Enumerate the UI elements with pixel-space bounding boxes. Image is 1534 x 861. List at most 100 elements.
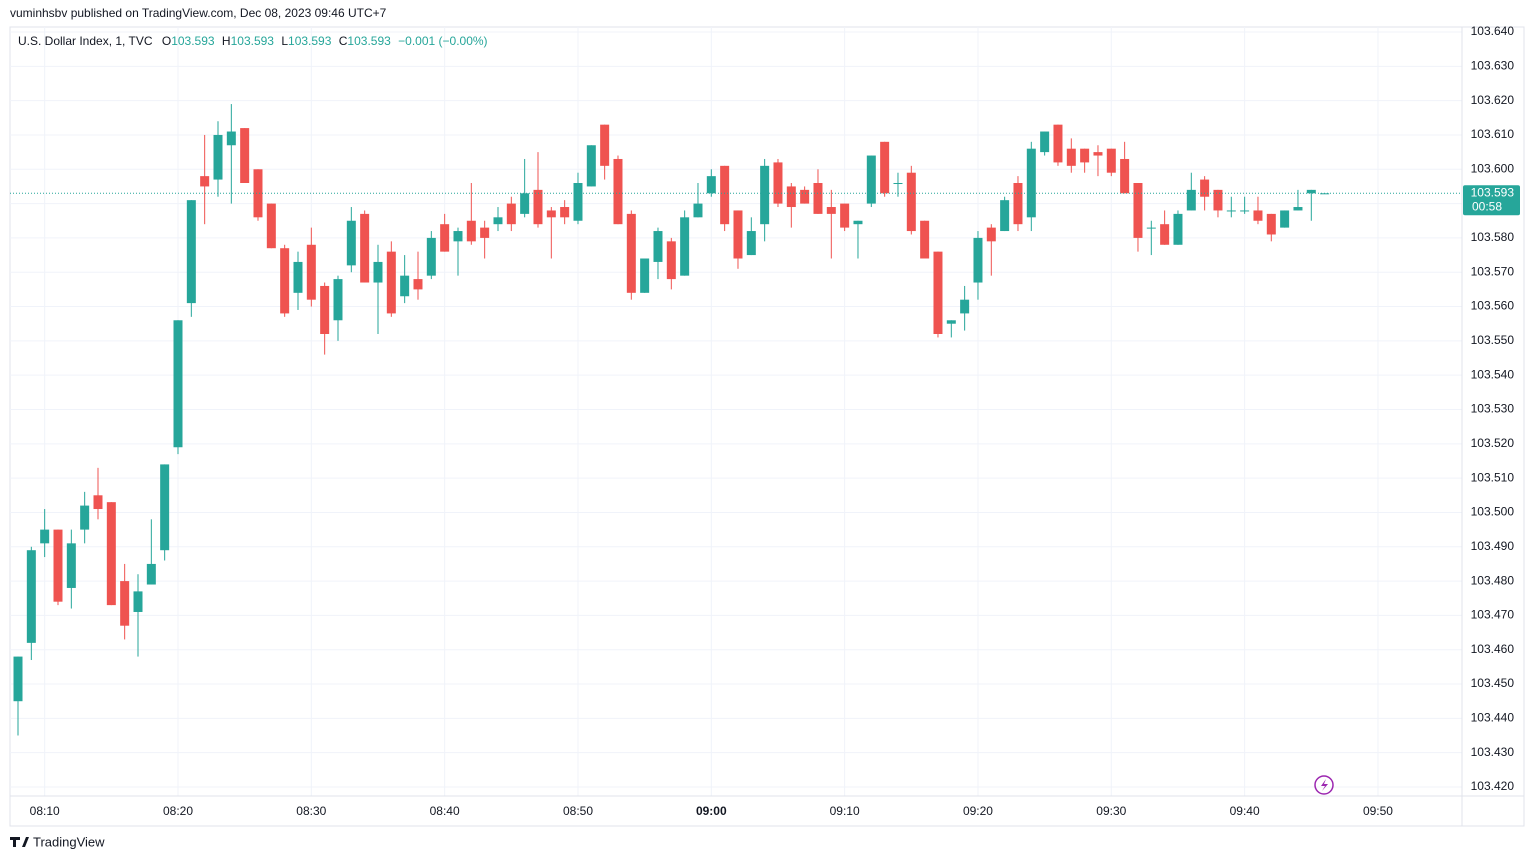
candle-body [13, 656, 23, 702]
legend-key: O [162, 34, 171, 48]
candle-body [66, 543, 76, 588]
x-tick-label: 09:30 [1096, 804, 1126, 818]
last-price-label: 103.593 [1471, 185, 1515, 199]
candle-body [306, 244, 316, 300]
y-tick-label: 103.640 [1471, 24, 1515, 38]
y-tick-label: 103.540 [1471, 367, 1515, 381]
candle-body [520, 193, 530, 214]
candle-body [586, 145, 596, 187]
candle-body [1080, 148, 1090, 163]
tradingview-logo[interactable]: TradingView [10, 834, 105, 849]
candle-body [613, 158, 623, 225]
legend-value: 103.593 [347, 34, 391, 48]
candle-body [760, 165, 770, 225]
candle-body [640, 258, 650, 293]
y-tick-label: 103.600 [1471, 161, 1515, 175]
candle-body [960, 299, 970, 314]
lightning-icon[interactable] [1314, 775, 1334, 795]
y-tick-label: 103.580 [1471, 230, 1515, 244]
legend-key: C [339, 34, 348, 48]
candle-body [493, 217, 503, 225]
candles [10, 104, 1462, 736]
candle-body [1066, 148, 1076, 166]
candle-body [426, 237, 436, 276]
legend: U.S. Dollar Index, 1, TVC O103.593 H103.… [18, 34, 488, 48]
candle-body [920, 220, 930, 259]
candle-body [1093, 152, 1103, 156]
candle-body [453, 231, 463, 242]
candle-body [1013, 183, 1023, 225]
candle-body [1053, 124, 1063, 163]
x-tick-label: 09:40 [1230, 804, 1260, 818]
y-tick-label: 103.550 [1471, 333, 1515, 347]
y-tick-label: 103.460 [1471, 642, 1515, 656]
candle-body [786, 186, 796, 208]
x-tick-label: 09:50 [1363, 804, 1393, 818]
candle-body [1266, 213, 1276, 235]
candle-body [1293, 207, 1303, 211]
candle-body [253, 169, 263, 218]
candle-body [906, 172, 916, 232]
candle-body [146, 563, 156, 585]
candle-body [133, 591, 143, 612]
y-tick-label: 103.440 [1471, 711, 1515, 725]
candle-body [440, 224, 450, 252]
candle-body [80, 505, 90, 530]
candle-body [400, 275, 410, 297]
candle-body [386, 251, 396, 314]
candle-body [840, 203, 850, 228]
candle-body [480, 227, 490, 238]
candle-body [93, 495, 103, 510]
candle-body [266, 203, 276, 249]
legend-value: 103.593 [231, 34, 275, 48]
candle-body [986, 227, 996, 242]
last-price-box [1463, 185, 1520, 216]
legend-key: H [222, 34, 231, 48]
x-tick-label: 09:10 [830, 804, 860, 818]
candle-body [1280, 210, 1290, 228]
y-tick-label: 103.630 [1471, 58, 1515, 72]
candle-body [720, 165, 730, 225]
y-tick-label: 103.560 [1471, 299, 1515, 313]
legend-change: −0.001 (−0.00%) [398, 34, 487, 48]
candle-body [1213, 189, 1223, 211]
legend-key: L [281, 34, 288, 48]
candle-body [826, 207, 836, 214]
candle-body [853, 220, 863, 225]
chart-frame [9, 26, 1525, 827]
x-tick-label: 08:40 [430, 804, 460, 818]
legend-value: 103.593 [171, 34, 215, 48]
x-tick-label: 09:00 [696, 804, 727, 818]
legend-value: 103.593 [288, 34, 332, 48]
candle-body [813, 183, 823, 214]
published-note: vuminhsbv published on TradingView.com, … [10, 6, 387, 20]
candle-body [26, 550, 36, 643]
y-tick-label: 103.620 [1471, 93, 1515, 107]
candle-body [106, 502, 116, 606]
candle-body [706, 176, 716, 194]
candle-body [413, 279, 423, 290]
candle-body [653, 231, 663, 262]
candle-body [546, 210, 556, 218]
candle-body [1200, 179, 1210, 197]
y-tick-label: 103.510 [1471, 470, 1515, 484]
candle-body [1000, 200, 1010, 232]
x-tick-label: 08:20 [163, 804, 193, 818]
candle-body [333, 279, 343, 321]
candle-body [1240, 210, 1250, 212]
candle-body [866, 155, 876, 204]
brand: TradingView [33, 834, 105, 849]
symbol: U.S. Dollar Index, 1, TVC [18, 34, 153, 48]
candle-body [533, 189, 543, 225]
y-tick-label: 103.430 [1471, 745, 1515, 759]
candle-body [880, 141, 890, 194]
candle-body [1120, 158, 1130, 194]
candle-body [666, 241, 676, 280]
candle-body [693, 203, 703, 218]
candle-body [973, 237, 983, 283]
x-tick-label: 08:30 [296, 804, 326, 818]
countdown-label: 00:58 [1472, 199, 1502, 213]
candle-body [893, 183, 903, 184]
y-tick-label: 103.570 [1471, 264, 1515, 278]
